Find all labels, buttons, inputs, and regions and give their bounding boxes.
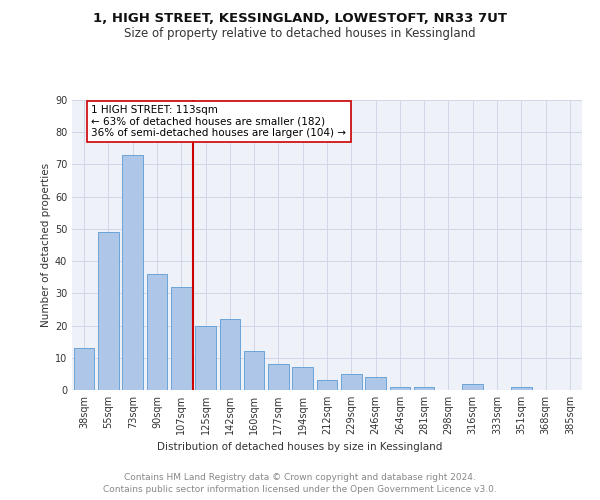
Bar — [292, 368, 313, 390]
Bar — [341, 374, 362, 390]
Text: Distribution of detached houses by size in Kessingland: Distribution of detached houses by size … — [157, 442, 443, 452]
Bar — [463, 384, 483, 390]
Text: 1 HIGH STREET: 113sqm
← 63% of detached houses are smaller (182)
36% of semi-det: 1 HIGH STREET: 113sqm ← 63% of detached … — [91, 105, 346, 138]
Bar — [511, 387, 532, 390]
Bar — [146, 274, 167, 390]
Bar — [389, 387, 410, 390]
Bar — [195, 326, 216, 390]
Bar — [365, 377, 386, 390]
Text: 1, HIGH STREET, KESSINGLAND, LOWESTOFT, NR33 7UT: 1, HIGH STREET, KESSINGLAND, LOWESTOFT, … — [93, 12, 507, 26]
Text: Size of property relative to detached houses in Kessingland: Size of property relative to detached ho… — [124, 28, 476, 40]
Bar — [98, 232, 119, 390]
Bar — [74, 348, 94, 390]
Bar — [244, 352, 265, 390]
Bar — [414, 387, 434, 390]
Y-axis label: Number of detached properties: Number of detached properties — [41, 163, 50, 327]
Text: Contains HM Land Registry data © Crown copyright and database right 2024.: Contains HM Land Registry data © Crown c… — [124, 472, 476, 482]
Bar — [317, 380, 337, 390]
Bar — [268, 364, 289, 390]
Bar — [220, 319, 240, 390]
Bar — [171, 287, 191, 390]
Bar — [122, 155, 143, 390]
Text: Contains public sector information licensed under the Open Government Licence v3: Contains public sector information licen… — [103, 485, 497, 494]
